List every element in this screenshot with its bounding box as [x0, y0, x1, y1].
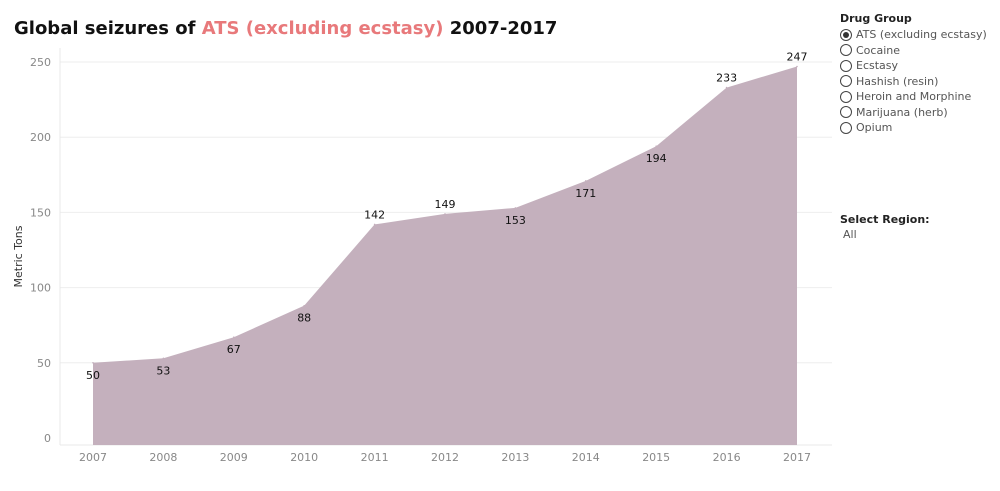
data-point: [514, 207, 517, 209]
radio-button-icon[interactable]: [840, 59, 852, 72]
data-label: 171: [575, 187, 596, 200]
drug-group-option[interactable]: Cocaine: [840, 43, 1000, 59]
data-point: [725, 86, 728, 89]
drug-group-option[interactable]: Opium: [840, 120, 1000, 136]
radio-button-icon[interactable]: [840, 90, 852, 103]
drug-group-label: Hashish (resin): [856, 74, 939, 88]
title-suffix: 2007-2017: [443, 18, 558, 39]
data-label: 142: [364, 208, 385, 221]
y-tick-label: 150: [30, 206, 51, 219]
data-label: 247: [787, 51, 808, 64]
drug-group-title: Drug Group: [840, 12, 912, 25]
data-label: 194: [646, 152, 667, 165]
area-series: [93, 66, 797, 446]
data-point: [444, 213, 446, 215]
data-label: 153: [505, 214, 526, 227]
x-tick-label: 2017: [783, 451, 811, 464]
region-title: Select Region:: [840, 213, 930, 226]
data-label: 53: [156, 364, 170, 377]
region-filter: Select Region: All: [840, 213, 930, 241]
drug-group-option[interactable]: Heroin and Morphine: [840, 89, 1000, 105]
data-point: [655, 145, 657, 148]
drug-group-option[interactable]: Marijuana (herb): [840, 105, 1000, 121]
y-tick-label: 50: [37, 357, 51, 370]
title-prefix: Global seizures of: [14, 18, 202, 39]
radio-button-icon[interactable]: [840, 106, 852, 119]
data-point: [303, 304, 306, 307]
radio-button-icon[interactable]: [840, 75, 852, 88]
data-point: [233, 336, 235, 339]
x-tick-label: 2012: [431, 451, 459, 464]
data-label: 50: [86, 369, 100, 382]
x-tick-label: 2010: [290, 451, 318, 464]
drug-group-label: Ecstasy: [856, 59, 899, 73]
radio-button-icon[interactable]: [840, 121, 852, 134]
y-tick-label: 200: [30, 131, 51, 144]
x-tick-label: 2011: [361, 451, 389, 464]
data-point: [162, 357, 165, 360]
radio-button-icon[interactable]: [840, 28, 852, 41]
chart-title: Global seizures of ATS (excluding ecstas…: [14, 18, 557, 39]
data-point: [92, 362, 94, 364]
x-tick-label: 2013: [501, 451, 529, 464]
y-axis-label: Metric Tons: [12, 225, 25, 287]
drug-group-label: Opium: [856, 121, 893, 135]
data-label: 67: [227, 343, 241, 356]
y-tick-label: 0: [44, 432, 51, 445]
x-tick-label: 2008: [149, 451, 177, 464]
drug-group-filter: Drug Group ATS (excluding ecstasy) Cocain…: [840, 12, 1000, 136]
drug-group-option[interactable]: ATS (excluding ecstasy): [840, 27, 1000, 43]
drug-group-option[interactable]: Hashish (resin): [840, 74, 1000, 90]
data-point: [585, 180, 587, 182]
drug-group-label: ATS (excluding ecstasy): [856, 28, 987, 42]
x-tick-label: 2015: [642, 451, 670, 464]
x-tick-label: 2014: [572, 451, 600, 464]
data-point: [796, 65, 798, 68]
drug-group-label: Heroin and Morphine: [856, 90, 972, 104]
title-highlight: ATS (excluding ecstasy): [201, 18, 444, 39]
drug-group-option[interactable]: Ecstasy: [840, 58, 1000, 74]
x-tick-label: 2009: [220, 451, 248, 464]
drug-group-label: Marijuana (herb): [856, 105, 948, 119]
data-label: 149: [435, 198, 456, 211]
drug-group-label: Cocaine: [856, 43, 900, 57]
data-label: 233: [716, 72, 737, 85]
x-tick-label: 2007: [79, 451, 107, 464]
x-tick-label: 2016: [713, 451, 741, 464]
y-tick-label: 100: [30, 282, 51, 295]
region-dropdown[interactable]: All: [843, 228, 857, 241]
data-point: [373, 223, 376, 226]
data-label: 88: [297, 312, 311, 325]
y-tick-label: 250: [30, 56, 51, 69]
drug-group-options: ATS (excluding ecstasy) Cocaine Ecstasy Has…: [840, 27, 1000, 136]
radio-button-icon[interactable]: [840, 44, 852, 57]
